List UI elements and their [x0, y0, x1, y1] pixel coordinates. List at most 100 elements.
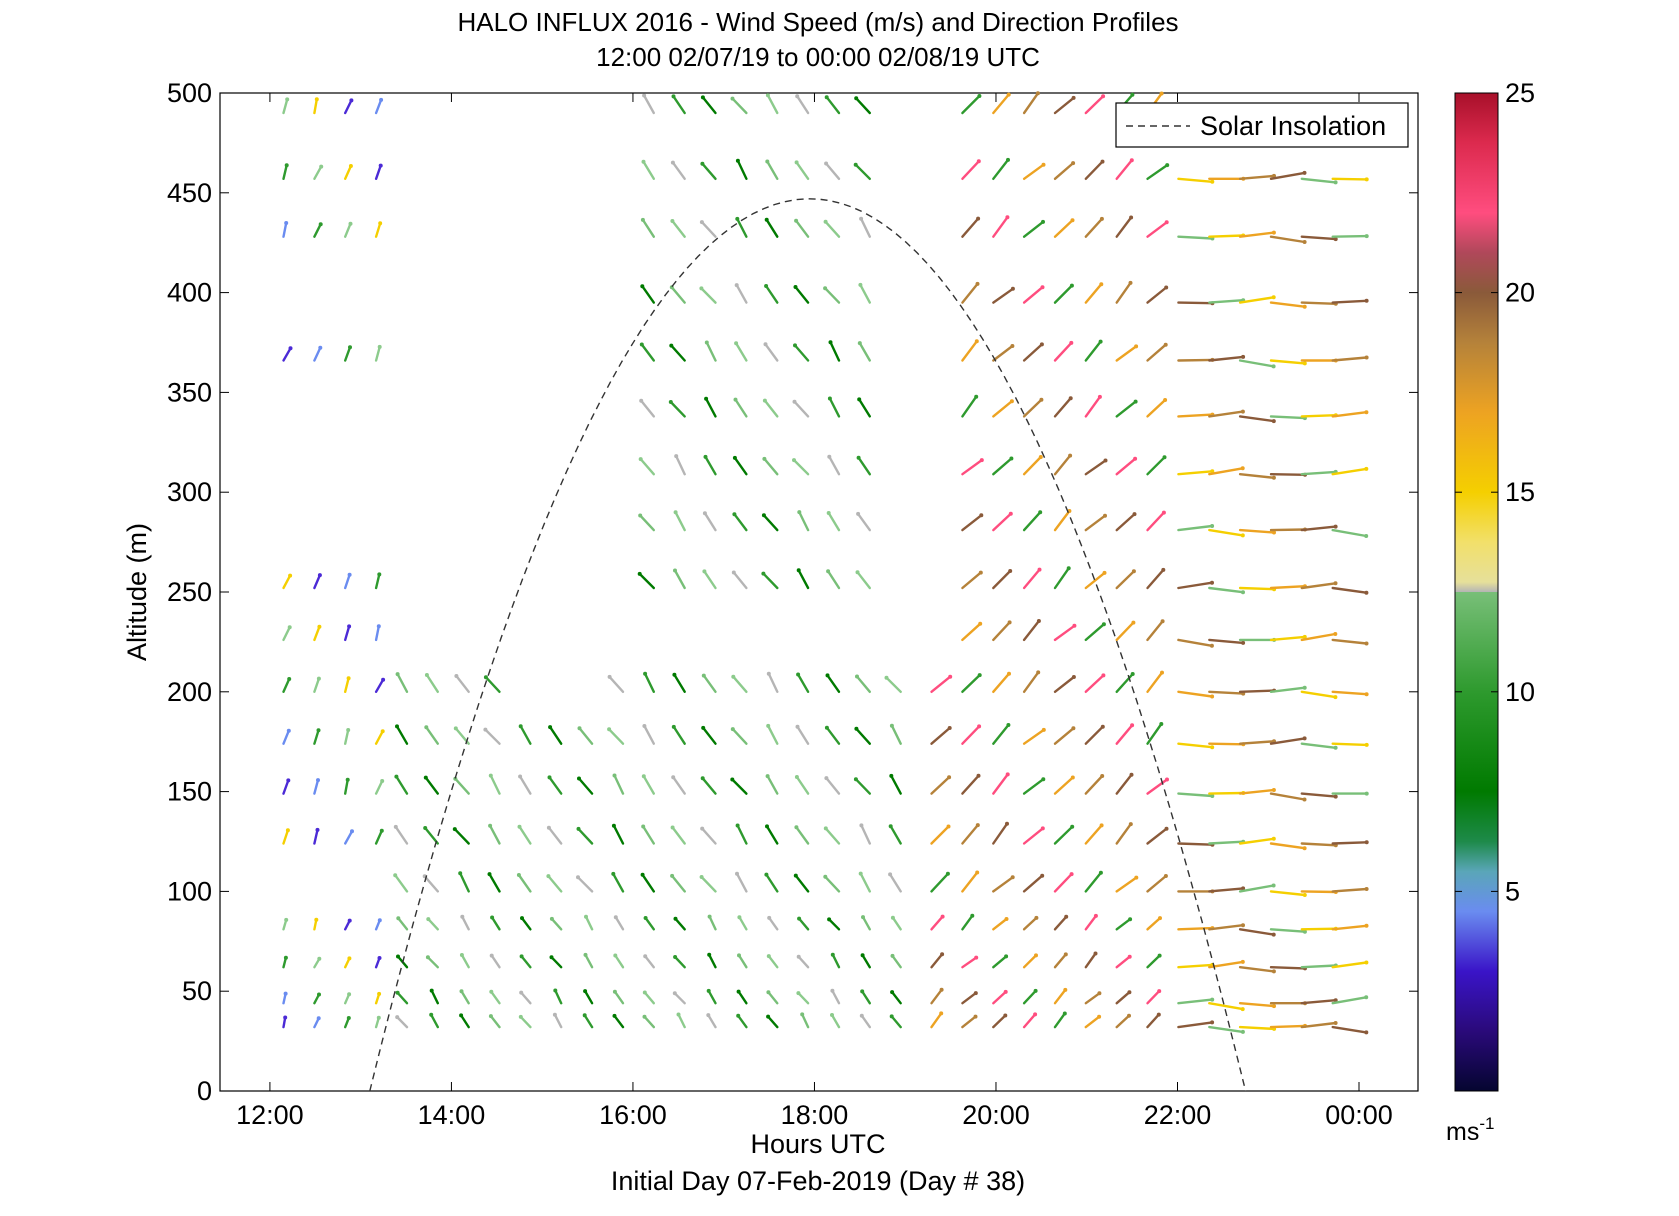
wind-arrow-head — [348, 164, 353, 168]
wind-arrow-shaft — [1238, 837, 1276, 845]
wind-arrow — [992, 989, 1008, 1005]
wind-arrow — [1146, 285, 1169, 304]
wind-arrow-shaft — [992, 621, 1011, 642]
wind-arrow — [1084, 216, 1104, 238]
wind-arrow-shaft — [1022, 671, 1040, 693]
x-axis-label: Hours UTC — [750, 1129, 885, 1159]
wind-arrow-head — [1333, 524, 1338, 529]
x-axis: 12:00 14:00 16:00 18:00 20:00 22:00 00:00 — [236, 93, 1393, 1130]
wind-arrow — [961, 991, 978, 1005]
wind-arrow-shaft — [930, 776, 951, 795]
wind-arrow — [1238, 528, 1276, 535]
wind-arrow-head — [347, 918, 352, 923]
wind-arrow — [1146, 455, 1167, 476]
wind-arrow — [670, 160, 686, 181]
wind-arrow-head — [1005, 821, 1009, 826]
wind-arrow — [793, 343, 810, 362]
wind-arrow — [429, 988, 439, 1005]
wind-arrow-shaft — [1146, 221, 1168, 238]
wind-arrow — [1084, 622, 1106, 642]
wind-arrow — [393, 824, 409, 845]
wind-arrow-shaft — [828, 397, 841, 418]
wind-arrow-shaft — [763, 457, 779, 476]
wind-arrow-shaft — [798, 510, 810, 532]
wind-arrow-shaft — [1208, 355, 1245, 362]
wind-arrow — [612, 773, 625, 795]
wind-arrow-head — [1040, 826, 1045, 831]
wind-arrow-shaft — [644, 916, 655, 931]
wind-arrow-head — [736, 1013, 741, 1018]
wind-arrow — [1146, 1012, 1161, 1029]
wind-arrow — [613, 915, 625, 931]
wind-arrow — [520, 916, 532, 931]
wind-arrow-shaft — [856, 512, 871, 532]
wind-arrow-shaft — [1208, 791, 1245, 795]
wind-arrow-head — [546, 825, 551, 830]
wind-arrow-head — [1240, 533, 1245, 538]
wind-arrow-head — [519, 990, 524, 995]
wind-arrow-head — [1333, 695, 1338, 700]
wind-arrow — [452, 827, 470, 845]
wind-arrow-head — [1210, 179, 1215, 184]
wind-arrow — [459, 953, 470, 969]
wind-arrow — [424, 725, 439, 745]
wind-arrow-shaft — [930, 915, 944, 931]
wind-arrow-head — [424, 725, 429, 730]
wind-arrow-shaft — [374, 222, 382, 238]
plot-frame — [219, 92, 1419, 1092]
wind-arrow-shaft — [855, 97, 871, 115]
wind-arrow-head — [702, 511, 707, 516]
wind-arrow-head — [1210, 745, 1215, 750]
wind-arrow-shaft — [738, 916, 748, 931]
wind-arrow-head — [1241, 923, 1245, 928]
wind-arrow-shaft — [1115, 918, 1132, 931]
wind-arrow-shaft — [736, 217, 748, 238]
colorbar-unit-base: ms — [1446, 1118, 1479, 1146]
wind-arrow-shaft — [1115, 158, 1134, 181]
wind-arrow — [828, 340, 841, 362]
wind-arrow — [855, 570, 871, 590]
wind-arrow — [1022, 619, 1041, 642]
wind-arrow-shaft — [1300, 742, 1337, 749]
wind-arrow — [1238, 1002, 1276, 1009]
wind-arrow-shaft — [737, 1014, 748, 1029]
wind-arrow-head — [429, 988, 434, 993]
wind-arrow-shaft — [793, 344, 810, 362]
wind-arrow — [584, 914, 594, 931]
wind-arrow-head — [376, 1015, 381, 1020]
wind-arrow-head — [859, 823, 864, 828]
wind-arrow — [374, 677, 386, 693]
wind-arrow-shaft — [282, 729, 290, 745]
wind-arrow-head — [488, 773, 493, 778]
wind-arrow-shaft — [1331, 586, 1368, 594]
wind-arrow — [1084, 570, 1107, 590]
wind-arrow-shaft — [961, 1015, 977, 1029]
wind-arrow-shaft — [1084, 217, 1104, 238]
wind-arrow-head — [1210, 997, 1215, 1002]
y-tick-label: 300 — [167, 477, 212, 507]
wind-arrow-shaft — [1331, 841, 1368, 845]
wind-arrow-shaft — [282, 163, 288, 181]
wind-arrow-shaft — [1238, 231, 1276, 238]
wind-arrow-head — [671, 724, 676, 729]
wind-arrow-shaft — [736, 159, 748, 181]
wind-arrow — [519, 954, 532, 969]
wind-arrow-shaft — [961, 571, 982, 590]
wind-arrow-shaft — [374, 345, 381, 362]
wind-arrow — [282, 955, 288, 969]
wind-arrow — [423, 775, 439, 795]
wind-arrow-head — [1071, 95, 1076, 100]
wind-arrow-head — [1007, 620, 1012, 625]
wind-arrow-shaft — [374, 730, 384, 745]
wind-arrow-head — [287, 625, 292, 630]
colorbar-unit: ms-1 — [1446, 1114, 1494, 1146]
wind-arrow — [426, 917, 439, 931]
wind-arrow — [854, 726, 871, 745]
wind-arrow — [395, 672, 409, 693]
wind-arrow-head — [1210, 580, 1214, 585]
wind-arrow — [483, 675, 501, 693]
wind-arrow-head — [1364, 466, 1369, 471]
wind-arrow — [1238, 928, 1276, 937]
wind-arrow-head — [1271, 883, 1276, 888]
wind-arrow — [1022, 567, 1042, 590]
